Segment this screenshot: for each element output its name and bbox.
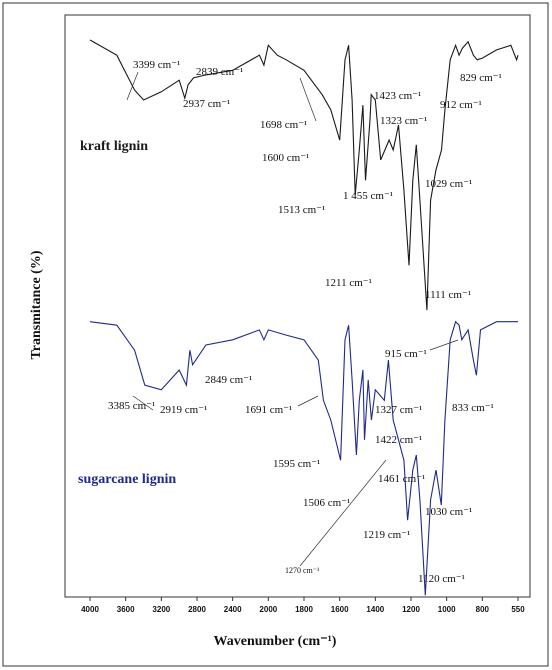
peak-label: 1423 cm⁻¹	[374, 90, 421, 102]
x-tick-label: 800	[476, 605, 490, 614]
peak-label: 1270 cm⁻¹	[285, 566, 320, 575]
x-tick-label: 4000	[81, 605, 99, 614]
peak-label: 2937 cm⁻¹	[183, 98, 230, 110]
x-tick-label: 1000	[438, 605, 456, 614]
series-label: sugarcane lignin	[78, 472, 176, 487]
series-label: kraft lignin	[80, 139, 148, 154]
leader-line	[299, 459, 387, 567]
peak-label: 1 455 cm⁻¹	[343, 190, 393, 202]
spectrum-line	[89, 39, 519, 311]
x-tick-label: 3600	[117, 605, 135, 614]
peak-label: 1111 cm⁻¹	[425, 289, 471, 301]
peak-label: 1595 cm⁻¹	[273, 458, 320, 470]
peak-label: 833 cm⁻¹	[452, 402, 494, 414]
leader-line	[132, 395, 154, 411]
peak-label: 1513 cm⁻¹	[278, 204, 325, 216]
leader-line	[297, 395, 319, 407]
leader-line	[299, 77, 317, 122]
peak-label: 1461 cm⁻¹	[378, 473, 425, 485]
x-tick-label: 3200	[152, 605, 170, 614]
peak-label: 1029 cm⁻¹	[425, 178, 472, 190]
x-tick-label: 1600	[331, 605, 349, 614]
x-tick-label: 550	[511, 605, 525, 614]
peak-label: 1327 cm⁻¹	[375, 404, 422, 416]
peak-label: 1506 cm⁻¹	[303, 497, 350, 509]
peak-label: 3385 cm⁻¹	[108, 400, 155, 412]
peak-label: 1030 cm⁻¹	[425, 506, 472, 518]
peak-label: 1698 cm⁻¹	[260, 119, 307, 131]
peak-label: 915 cm⁻¹	[385, 348, 427, 360]
y-axis-label: Transmitance (%)	[29, 250, 44, 359]
peak-label: 2839 cm⁻¹	[196, 66, 243, 78]
peak-label: 1600 cm⁻¹	[262, 152, 309, 164]
x-tick-label: 1400	[366, 605, 384, 614]
peak-label: 1691 cm⁻¹	[245, 404, 292, 416]
leader-line	[126, 71, 139, 101]
peak-label: 912 cm⁻¹	[440, 99, 482, 111]
peak-label: 1323 cm⁻¹	[380, 115, 427, 127]
x-tick-label: 2400	[224, 605, 242, 614]
x-tick-label: 2800	[188, 605, 206, 614]
x-tick-label: 1800	[295, 605, 313, 614]
peak-label: 2849 cm⁻¹	[205, 374, 252, 386]
peak-label: 1211 cm⁻¹	[325, 277, 372, 289]
peak-label: 2919 cm⁻¹	[160, 404, 207, 416]
peak-label: 1219 cm⁻¹	[363, 529, 410, 541]
plot-box	[64, 14, 531, 598]
spectrum-line	[89, 320, 518, 596]
x-tick-label: 2000	[259, 605, 277, 614]
peak-label: 829 cm⁻¹	[460, 72, 502, 84]
peak-label: 1120 cm⁻¹	[418, 573, 465, 585]
x-tick-label: 1200	[402, 605, 420, 614]
peak-label: 3399 cm⁻¹	[133, 59, 180, 71]
leader-line	[429, 339, 459, 351]
x-axis-label: Wavenumber (cm⁻¹)	[214, 634, 337, 649]
peak-label: 1422 cm⁻¹	[375, 434, 422, 446]
